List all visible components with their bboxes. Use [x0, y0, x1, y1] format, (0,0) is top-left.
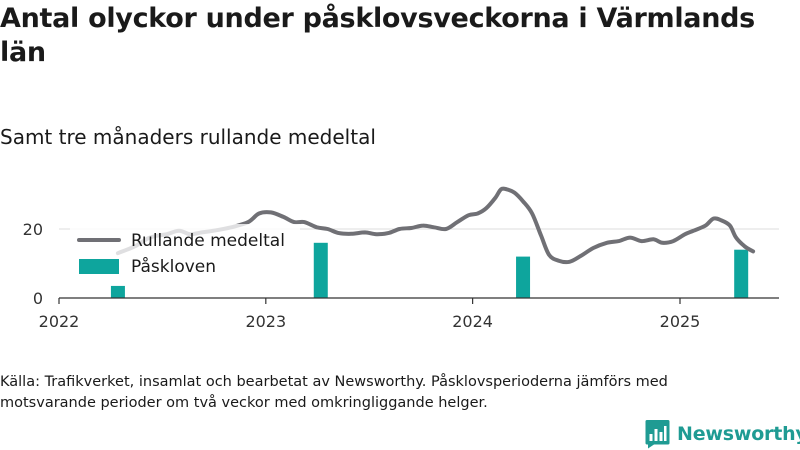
- y-tick-label: 0: [33, 289, 43, 308]
- x-tick-label: 2024: [452, 312, 493, 331]
- x-tick-label: 2023: [245, 312, 286, 331]
- source-note: Källa: Trafikverket, insamlat och bearbe…: [0, 374, 668, 411]
- chart-subtitle: Samt tre månaders rullande medeltal: [0, 125, 376, 149]
- bar-paskloven: [516, 256, 531, 298]
- y-tick-label: 20: [23, 220, 43, 239]
- chart-svg: Rullande medeltal Påskloven 0 20 2022 2023 202…: [23, 186, 779, 331]
- x-tick-label: 2022: [39, 312, 80, 331]
- bar-paskloven: [110, 285, 125, 298]
- chart-title: Antal olyckor under påsklovsveckorna i V…: [0, 3, 755, 68]
- brand-logo: Newsworthy: [645, 419, 800, 449]
- line-rullande-medeltal: [115, 186, 756, 265]
- legend-swatch-bar: [79, 259, 119, 274]
- legend-label-bar: Påskloven: [131, 256, 216, 277]
- newsworthy-logo-icon: [645, 420, 670, 449]
- legend-label-line: Rullande medeltal: [131, 231, 285, 251]
- x-tick-label: 2025: [660, 312, 701, 331]
- brand-name: Newsworthy: [677, 423, 800, 445]
- bar-paskloven: [313, 242, 328, 298]
- bar-paskloven: [734, 249, 749, 298]
- legend: Rullande medeltal Påskloven: [70, 224, 300, 284]
